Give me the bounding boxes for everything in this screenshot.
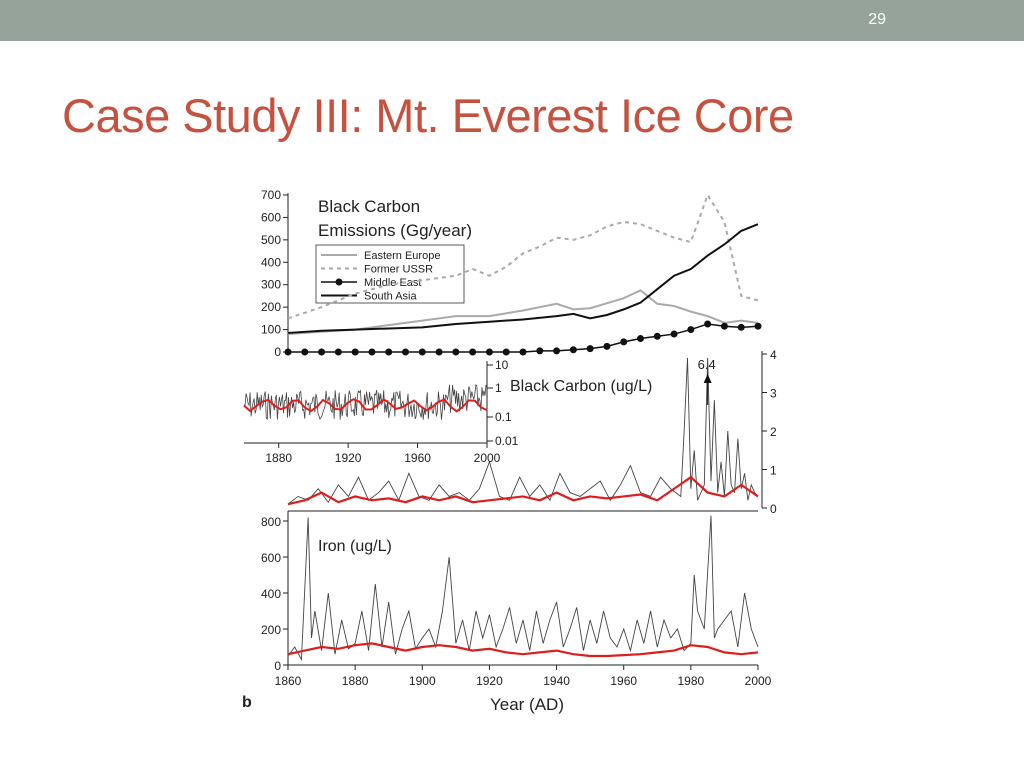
annotation-arrow-head	[703, 374, 712, 383]
iron-x-tick-label: 1940	[543, 674, 570, 688]
iron-y-tick-label: 200	[261, 623, 281, 637]
legend-label: South Asia	[364, 291, 417, 303]
inset-raw-line	[243, 383, 488, 420]
emissions-point	[737, 323, 745, 331]
emissions-point	[536, 347, 544, 355]
emissions-point	[368, 348, 376, 356]
top-bar	[0, 0, 1024, 41]
emissions-point	[620, 338, 628, 346]
emissions-point	[351, 348, 359, 356]
emissions-panel: 0 100 200 300 400 500 600 700 Black Carbon Emissi…	[261, 188, 762, 359]
iron-smooth-line	[287, 642, 759, 658]
emissions-series-line	[287, 223, 759, 334]
iron-x-tick-label: 1900	[409, 674, 436, 688]
emissions-point	[284, 348, 292, 356]
emissions-point	[720, 322, 728, 330]
inset-x-tick-label: 1880	[265, 451, 292, 465]
emissions-point	[502, 348, 510, 356]
slide-title: Case Study III: Mt. Everest Ice Core	[62, 89, 794, 142]
emissions-y-tick-label: 400	[261, 255, 281, 269]
iron-x-axis-label: Year (AD)	[490, 695, 564, 714]
emissions-point	[452, 348, 460, 356]
legend-label: Middle East	[364, 277, 421, 289]
inset-x-tick-label: 2000	[474, 451, 501, 465]
legend-label: Eastern Europe	[364, 250, 440, 262]
iron-x-tick-label: 2000	[745, 674, 772, 688]
iron-title: Iron (ug/L)	[318, 538, 392, 555]
emissions-point	[586, 345, 594, 353]
emissions-point	[385, 348, 393, 356]
emissions-series-line	[287, 289, 759, 336]
emissions-point	[334, 348, 342, 356]
black-carbon-y-tick-label: 0	[770, 502, 777, 516]
annotation-label: 6.4	[698, 357, 716, 372]
iron-panel: 0 200 400 600 800 1860 1880 1900 1920 1940 1960 198…	[242, 510, 772, 714]
inset-x-tick-label: 1960	[404, 451, 431, 465]
black-carbon-panel: 0 1 2 3 4 Black Carbon (ug/L) 6.4	[287, 348, 777, 516]
emissions-point	[569, 346, 577, 354]
emissions-point	[754, 322, 762, 330]
iron-x-tick-label: 1960	[610, 674, 637, 688]
inset-y-tick-label: 0.01	[495, 434, 519, 448]
emissions-point	[418, 348, 426, 356]
emissions-title: Black Carbon	[318, 197, 420, 216]
emissions-point	[519, 348, 527, 356]
iron-y-tick-label: 0	[274, 659, 281, 673]
emissions-point	[603, 342, 611, 350]
inset-y-tick-label: 10	[495, 358, 509, 372]
emissions-y-tick-label: 700	[261, 188, 281, 202]
emissions-series-line	[287, 192, 759, 320]
legend-label: Former USSR	[364, 264, 433, 276]
iron-y-tick-label: 800	[261, 515, 281, 529]
iron-y-tick-label: 400	[261, 587, 281, 601]
black-carbon-y-tick-label: 2	[770, 425, 777, 439]
emissions-point	[637, 335, 644, 343]
slide-number: 29	[868, 11, 886, 28]
emissions-y-tick-label: 600	[261, 210, 281, 224]
emissions-y-tick-label: 0	[274, 345, 281, 359]
emissions-point	[704, 320, 712, 328]
emissions-point	[687, 326, 695, 334]
emissions-point	[469, 348, 477, 356]
black-carbon-smooth-line	[287, 475, 759, 506]
legend-marker	[335, 278, 343, 286]
inset-y-tick-label: 0.1	[495, 410, 512, 424]
black-carbon-y-tick-label: 3	[770, 387, 777, 401]
panel-label-b: b	[242, 694, 252, 711]
emissions-point	[318, 348, 326, 356]
emissions-point	[670, 330, 678, 338]
black-carbon-y-tick-label: 1	[770, 464, 777, 478]
iron-x-tick-label: 1880	[342, 674, 369, 688]
black-carbon-y-tick-label: 4	[770, 348, 777, 362]
inset-background	[244, 356, 487, 443]
emissions-point	[435, 348, 443, 356]
emissions-title: Emissions (Gg/year)	[318, 221, 472, 240]
iron-x-tick-label: 1860	[275, 674, 302, 688]
iron-x-tick-label: 1920	[476, 674, 503, 688]
emissions-y-tick-label: 300	[261, 278, 281, 292]
black-carbon-title: Black Carbon (ug/L)	[510, 378, 652, 395]
emissions-y-tick-label: 200	[261, 300, 281, 314]
black-carbon-raw-line	[287, 357, 759, 505]
iron-x-tick-label: 1980	[678, 674, 705, 688]
black-carbon-inset: 10 1 0.1 0.01 1880 1920 1960 2000	[243, 356, 519, 465]
emissions-point	[301, 348, 309, 356]
emissions-y-tick-label: 500	[261, 233, 281, 247]
emissions-point	[653, 332, 661, 340]
inset-y-tick-label: 1	[495, 381, 502, 395]
emissions-point	[485, 348, 493, 356]
iron-y-tick-label: 600	[261, 551, 281, 565]
emissions-point	[553, 347, 561, 355]
emissions-y-tick-label: 100	[261, 323, 281, 337]
emissions-point	[402, 348, 409, 356]
inset-x-tick-label: 1920	[335, 451, 362, 465]
inset-smooth-line	[243, 398, 488, 413]
